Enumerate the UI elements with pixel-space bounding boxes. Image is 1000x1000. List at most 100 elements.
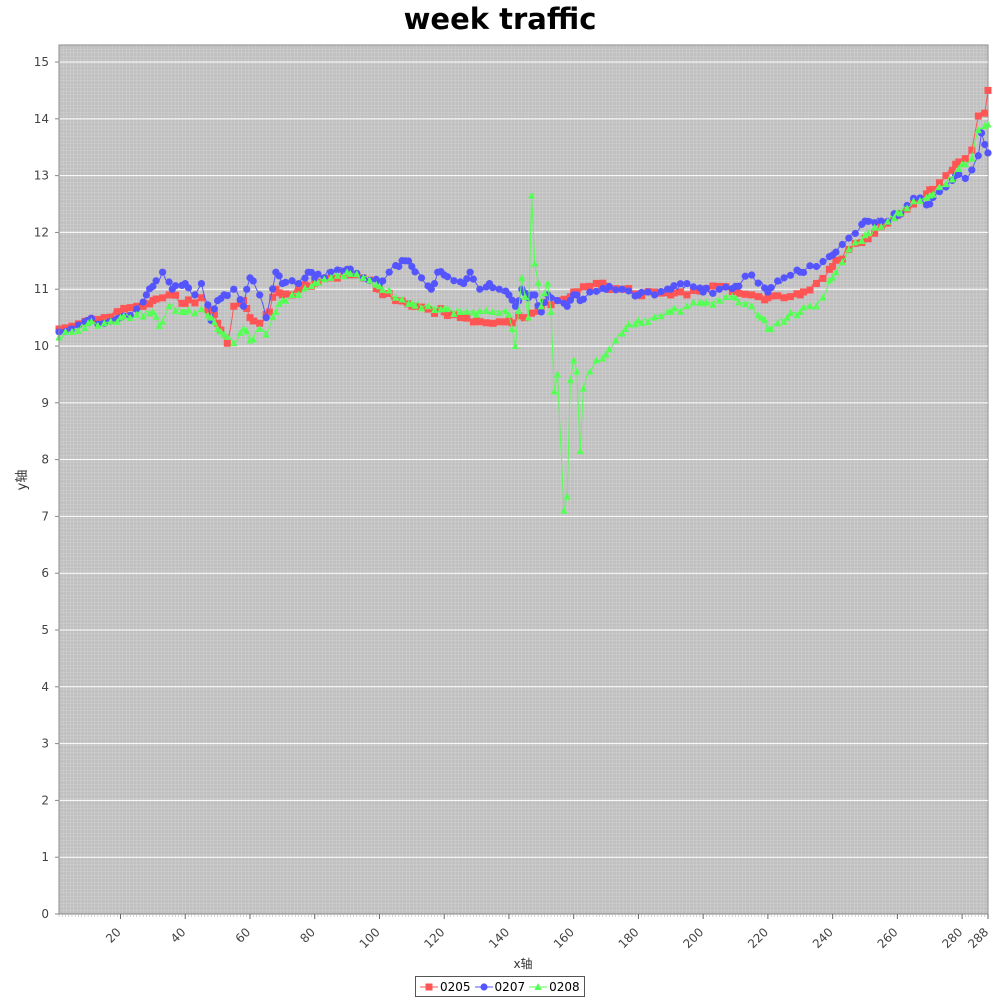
data-point-0208 [139, 312, 147, 320]
data-point-0208 [573, 367, 581, 375]
x-tick-label: 160 [551, 925, 577, 951]
y-tick-label: 15 [34, 55, 49, 69]
data-point-0207 [851, 229, 859, 238]
legend-item-0207: 0207 [474, 980, 525, 994]
data-point-0208 [621, 324, 630, 332]
data-point-0208 [375, 282, 384, 290]
data-point-0207 [230, 285, 238, 293]
data-point-0207 [702, 284, 710, 292]
data-point-0205 [243, 304, 251, 312]
data-point-0208 [748, 302, 756, 310]
data-point-0208 [829, 273, 837, 281]
data-point-0205 [126, 304, 134, 312]
data-point-0208 [430, 305, 439, 313]
data-point-0207 [981, 140, 989, 149]
data-point-0208 [676, 307, 685, 315]
data-point-0208 [715, 296, 723, 304]
data-point-0208 [544, 279, 552, 287]
data-point-0207 [249, 277, 257, 285]
data-point-0208 [515, 306, 523, 314]
data-point-0208 [353, 270, 361, 278]
data-point-0205 [592, 279, 600, 287]
data-point-0208 [689, 298, 698, 306]
data-point-0205 [282, 290, 290, 298]
data-point-0208 [502, 307, 510, 315]
chart-title: week traffic [403, 2, 597, 36]
data-point-0207 [327, 268, 335, 276]
y-tick-label: 7 [41, 509, 49, 523]
data-point-0208 [398, 295, 406, 303]
data-point-0208 [275, 300, 283, 308]
data-point-0207 [385, 268, 393, 276]
data-point-0208 [171, 307, 180, 315]
data-point-0208 [586, 367, 594, 375]
data-point-0208 [570, 356, 578, 364]
legend-item-0205: 0205 [420, 980, 471, 994]
data-point-0208 [495, 308, 503, 316]
data-point-0207 [430, 279, 439, 288]
data-point-0207 [288, 277, 296, 285]
data-point-0208 [955, 165, 963, 173]
legend-item-0208: 0208 [529, 980, 580, 994]
data-point-0208 [320, 275, 329, 283]
data-point-0208 [152, 312, 160, 320]
data-point-0205 [100, 314, 108, 322]
data-point-0208 [272, 307, 280, 315]
data-point-0207 [592, 287, 600, 295]
data-point-0207 [806, 262, 814, 270]
data-point-0207 [573, 291, 581, 299]
data-point-0208 [670, 304, 678, 312]
data-point-0208 [767, 325, 775, 333]
data-point-0207 [579, 295, 587, 303]
data-point-0208 [281, 296, 290, 304]
data-point-0205 [269, 293, 277, 301]
data-point-0205 [767, 292, 775, 300]
series-0207 [55, 129, 992, 336]
x-tick-label: 220 [745, 925, 771, 951]
data-point-0208 [832, 268, 840, 276]
data-point-0205 [107, 313, 115, 321]
data-point-0208 [540, 289, 549, 297]
data-point-0205 [476, 318, 484, 326]
data-point-0207 [427, 285, 435, 293]
data-point-0205 [806, 286, 814, 294]
data-point-0208 [838, 258, 846, 266]
data-point-0207 [417, 274, 426, 282]
x-tick-label: 100 [357, 925, 383, 951]
data-point-0208 [683, 302, 691, 310]
data-point-0207 [780, 274, 788, 282]
data-point-0207 [346, 265, 354, 273]
data-point-0207 [395, 262, 403, 271]
data-point-0207 [158, 268, 167, 276]
data-point-0205 [832, 256, 840, 264]
data-point-0205 [586, 282, 594, 290]
data-point-0208 [243, 327, 251, 335]
data-point-0205 [120, 304, 128, 312]
data-point-0208 [786, 309, 795, 317]
data-point-0207 [683, 279, 691, 288]
data-point-0208 [463, 307, 471, 315]
data-point-0208 [184, 306, 193, 314]
data-point-0205 [579, 283, 587, 291]
data-point-0207 [239, 302, 248, 310]
data-point-0207 [845, 234, 853, 242]
data-point-0208 [550, 387, 558, 395]
y-tick-label: 14 [34, 112, 49, 126]
y-tick-label: 13 [34, 169, 49, 183]
data-point-0205 [871, 229, 879, 237]
data-point-0207 [133, 305, 141, 313]
data-point-0207 [754, 279, 762, 287]
data-point-0208 [155, 322, 163, 330]
data-point-0205 [929, 185, 937, 193]
y-axis-label: y轴 [15, 470, 30, 491]
data-point-0205 [379, 291, 387, 299]
y-tick-label: 5 [41, 623, 49, 637]
x-tick-label: 260 [875, 925, 901, 951]
data-point-0208 [825, 276, 833, 284]
data-point-0208 [165, 302, 173, 310]
data-point-0205 [191, 299, 199, 307]
data-point-0208 [922, 193, 931, 201]
data-point-0208 [625, 320, 633, 328]
legend: 0205 0207 0208 [415, 976, 585, 997]
data-point-0208 [890, 214, 898, 222]
